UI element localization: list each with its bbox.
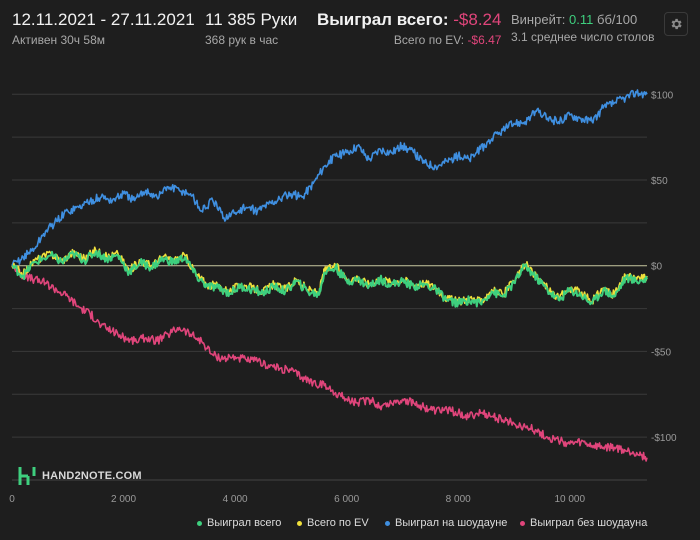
hand2note-logo-icon (18, 467, 36, 485)
winnings-block: Выиграл всего: -$8.24 Всего по EV: -$6.4… (317, 10, 501, 47)
won-total-label: Выиграл всего: (317, 10, 449, 29)
y-tick-label: $50 (651, 176, 668, 187)
hands-block: 11 385 Руки 368 рук в час (205, 10, 297, 47)
winrate-block: Винрейт: 0.11 бб/100 3.1 среднее число с… (511, 12, 654, 44)
date-range[interactable]: 12.11.2021 - 27.11.2021 (12, 10, 195, 29)
y-tick-label: $100 (651, 90, 674, 101)
date-block: 12.11.2021 - 27.11.2021 Активен 30ч 58м (12, 10, 195, 47)
legend-dot-icon (385, 520, 390, 526)
legend-item-ev[interactable]: Всего по EV (297, 517, 369, 529)
avg-tables: 3.1 среднее число столов (511, 30, 655, 44)
legend-label: Всего по EV (307, 517, 369, 529)
won-total-value: -$8.24 (453, 10, 502, 29)
legend-item-nonshowdown[interactable]: Выиграл без шоудауна (520, 517, 647, 529)
legend-label: Выиграл на шоудауне (395, 517, 508, 529)
x-tick-label: 6 000 (334, 494, 359, 505)
hand2note-logo: HAND2NOTE.COM (18, 466, 142, 486)
series-lines (11, 89, 648, 462)
logo-text: HAND2NOTE.COM (42, 470, 142, 482)
active-time: Активен 30ч 58м (12, 33, 105, 47)
legend-item-won[interactable]: Выиграл всего (197, 517, 281, 529)
series-line-won (11, 249, 648, 308)
legend-dot-icon (520, 520, 525, 526)
x-tick-label: 0 (9, 494, 15, 505)
hands-per-hour: 368 рук в час (205, 33, 279, 47)
stats-header: 12.11.2021 - 27.11.2021 Активен 30ч 58м … (0, 0, 700, 52)
legend-label: Выиграл без шоудауна (530, 517, 648, 529)
legend-dot-icon (297, 520, 302, 526)
winrate-unit: бб/100 (597, 12, 638, 27)
ev-total-value: -$6.47 (467, 33, 502, 47)
legend-dot-icon (197, 520, 202, 526)
x-tick-label: 2 000 (111, 494, 136, 505)
gear-icon (671, 18, 682, 30)
settings-button[interactable] (664, 12, 688, 36)
hands-count: 11 385 Руки (205, 10, 298, 29)
winrate-value: 0.11 (569, 12, 594, 27)
x-tick-label: 10 000 (554, 494, 585, 505)
profit-chart: $100 $50 $0 -$50 -$100 0 2 000 4 000 6 000 8 000 1… (9, 89, 677, 505)
y-tick-label: $0 (651, 262, 663, 273)
series-line-showdown (11, 89, 648, 267)
x-tick-label: 8 000 (446, 494, 471, 505)
grid (12, 93, 647, 481)
x-tick-label: 4 000 (223, 494, 248, 505)
legend-label: Выиграл всего (207, 517, 282, 529)
y-tick-label: -$50 (651, 347, 671, 358)
series-line-nonshowdown (11, 265, 648, 462)
winrate-label: Винрейт: (511, 12, 566, 27)
axis-labels: $100 $50 $0 -$50 -$100 0 2 000 4 000 6 000 8 000 1… (9, 90, 677, 505)
ev-total-label: Всего по EV: (393, 33, 465, 47)
legend-item-showdown[interactable]: Выиграл на шоудауне (385, 517, 507, 529)
chart-legend: Выиграл всего Всего по EV Выиграл на шоуда… (0, 517, 700, 533)
y-tick-label: -$100 (651, 433, 677, 444)
